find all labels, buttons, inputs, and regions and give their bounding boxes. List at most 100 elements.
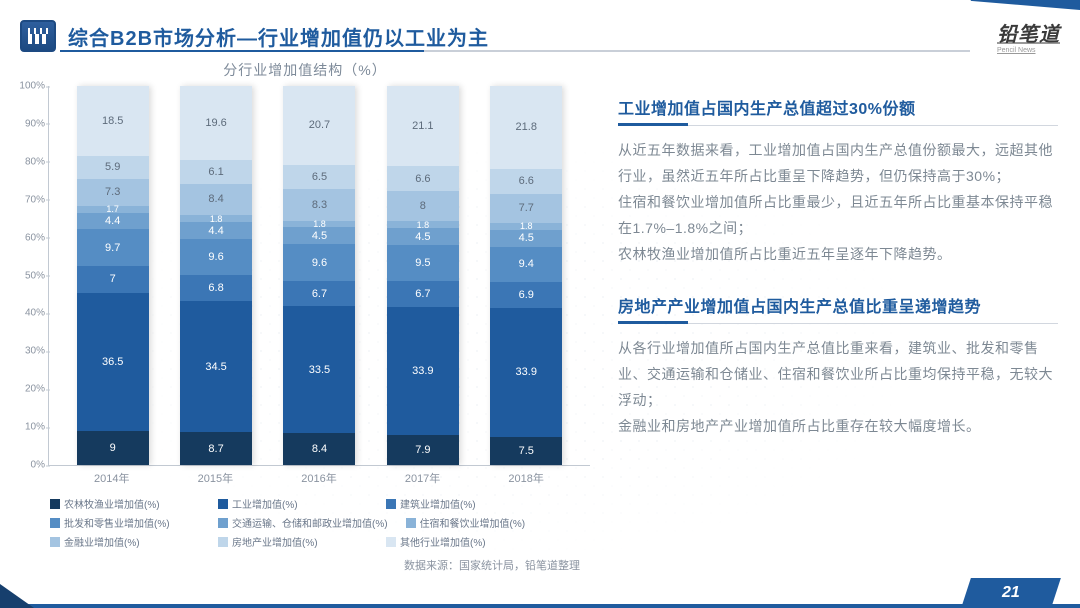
bar-segment: 36.5 [77,293,149,431]
legend-swatch [50,499,60,509]
stacked-bar-chart: 936.579.74.41.77.35.918.58.734.56.89.64.… [48,86,590,466]
bar-segment: 7 [77,266,149,293]
legend-label: 建筑业增加值(%) [400,496,476,511]
section: 房地产产业增加值占国内生产总值比重呈递增趋势从各行业增加值所占国内生产总值比重来… [618,293,1058,440]
bar-segment: 33.5 [283,306,355,433]
footer-accent-line [0,604,1080,608]
bar-segment: 6.1 [180,160,252,183]
y-tick: 20% [11,384,45,395]
bar-segment: 8.4 [180,184,252,216]
bar: 936.579.74.41.77.35.918.5 [77,86,149,465]
section-body: 从近五年数据来看，工业增加值占国内生产总值份额最大，远超其他行业，虽然近五年所占… [618,138,1058,267]
legend-label: 住宿和餐饮业增加值(%) [420,515,526,530]
bar-segment: 1.8 [387,221,459,228]
legend-item: 批发和零售业增加值(%) [50,515,200,530]
x-label: 2014年 [76,470,148,486]
bar-segment: 7.5 [490,437,562,465]
y-tick: 30% [11,346,45,357]
x-label: 2016年 [283,470,355,486]
legend-item: 其他行业增加值(%) [386,534,536,549]
legend-item: 房地产业增加值(%) [218,534,368,549]
section: 工业增加值占国内生产总值超过30%份额从近五年数据来看，工业增加值占国内生产总值… [618,95,1058,267]
header: 综合B2B市场分析—行业增加值仍以工业为主 铅笔道 Pencil News [20,18,1060,54]
y-tick: 70% [11,194,45,205]
bar-segment: 9.6 [283,244,355,280]
legend-swatch [218,499,228,509]
brand-text: 铅笔道 [997,24,1060,46]
y-tick: 40% [11,308,45,319]
legend-label: 其他行业增加值(%) [400,534,486,549]
bar-segment: 33.9 [387,307,459,435]
bar: 7.533.96.99.44.51.87.76.621.8 [490,86,562,465]
bar-segment: 4.4 [77,213,149,230]
legend-item: 住宿和餐饮业增加值(%) [406,515,556,530]
bar-segment: 9.4 [490,247,562,283]
x-axis-labels: 2014年 2015年 2016年 2017年 2018年 [10,466,590,486]
bar-segment: 6.7 [387,281,459,306]
bar-segment: 8.4 [283,433,355,465]
y-tick: 60% [11,232,45,243]
y-tick: 0% [11,460,45,471]
bar-segment: 9.6 [180,239,252,275]
brand-subtext: Pencil News [997,47,1060,54]
data-source: 数据来源：国家统计局，铅笔道整理 [10,557,580,573]
text-column: 工业增加值占国内生产总值超过30%份额从近五年数据来看，工业增加值占国内生产总值… [618,95,1058,466]
bar-segment: 6.6 [490,169,562,194]
legend-item: 建筑业增加值(%) [386,496,536,511]
chart-title: 分行业增加值结构（%） [10,60,600,80]
legend-swatch [50,537,60,547]
x-label: 2017年 [387,470,459,486]
bar: 8.734.56.89.64.41.88.46.119.6 [180,86,252,465]
bar-segment: 33.9 [490,308,562,436]
bar-segment: 8.3 [283,189,355,220]
legend-label: 金融业增加值(%) [64,534,140,549]
bar-segment: 1.8 [180,215,252,222]
bar-segment: 6.6 [387,166,459,191]
bar-segment: 7.3 [77,179,149,207]
bar-segment: 20.7 [283,86,355,164]
legend-swatch [218,537,228,547]
legend-swatch [50,518,60,528]
legend-item: 交通运输、仓储和邮政业增加值(%) [218,515,388,530]
section-title: 房地产产业增加值占国内生产总值比重呈递增趋势 [618,293,1058,324]
brand-logo: 铅笔道 Pencil News [997,18,1060,54]
section-body: 从各行业增加值所占国内生产总值比重来看，建筑业、批发和零售业、交通运输和仓储业、… [618,336,1058,440]
bar-segment: 19.6 [180,86,252,160]
bar-segment: 4.5 [387,228,459,245]
legend-swatch [218,518,228,528]
legend-item: 金融业增加值(%) [50,534,200,549]
bar-segment: 4.4 [180,222,252,239]
chart-legend: 农林牧渔业增加值(%) 工业增加值(%) 建筑业增加值(%) 批发和零售业增加值(%)… [50,496,580,549]
bar-segment: 34.5 [180,301,252,432]
bar-segment: 6.7 [283,281,355,306]
legend-swatch [406,518,416,528]
bar-segment: 9.5 [387,245,459,281]
bar-segment: 6.8 [180,275,252,301]
bar-segment: 7.7 [490,194,562,223]
chart-area: 分行业增加值结构（%） 936.579.74.41.77.35.918.58.7… [10,60,600,573]
bar: 8.433.56.79.64.51.88.36.520.7 [283,86,355,465]
chart-logo-icon [20,20,56,52]
page-title: 综合B2B市场分析—行业增加值仍以工业为主 [68,22,489,51]
legend-label: 农林牧渔业增加值(%) [64,496,160,511]
legend-item: 农林牧渔业增加值(%) [50,496,200,511]
x-label: 2018年 [490,470,562,486]
legend-label: 房地产业增加值(%) [232,534,318,549]
bar-segment: 8.7 [180,432,252,465]
bar-segment: 6.9 [490,282,562,308]
y-tick: 10% [11,422,45,433]
bar-segment: 21.1 [387,86,459,166]
legend-swatch [386,499,396,509]
bar-segment: 9.7 [77,229,149,266]
bar-segment: 6.5 [283,165,355,190]
bar-segment: 4.5 [283,227,355,244]
legend-item: 工业增加值(%) [218,496,368,511]
bar-segment: 7.9 [387,435,459,465]
x-label: 2015年 [179,470,251,486]
y-tick: 50% [11,270,45,281]
bar-segment: 18.5 [77,86,149,156]
legend-swatch [386,537,396,547]
bar-segment: 21.8 [490,86,562,169]
bar-segment: 4.5 [490,230,562,247]
y-tick: 90% [11,118,45,129]
